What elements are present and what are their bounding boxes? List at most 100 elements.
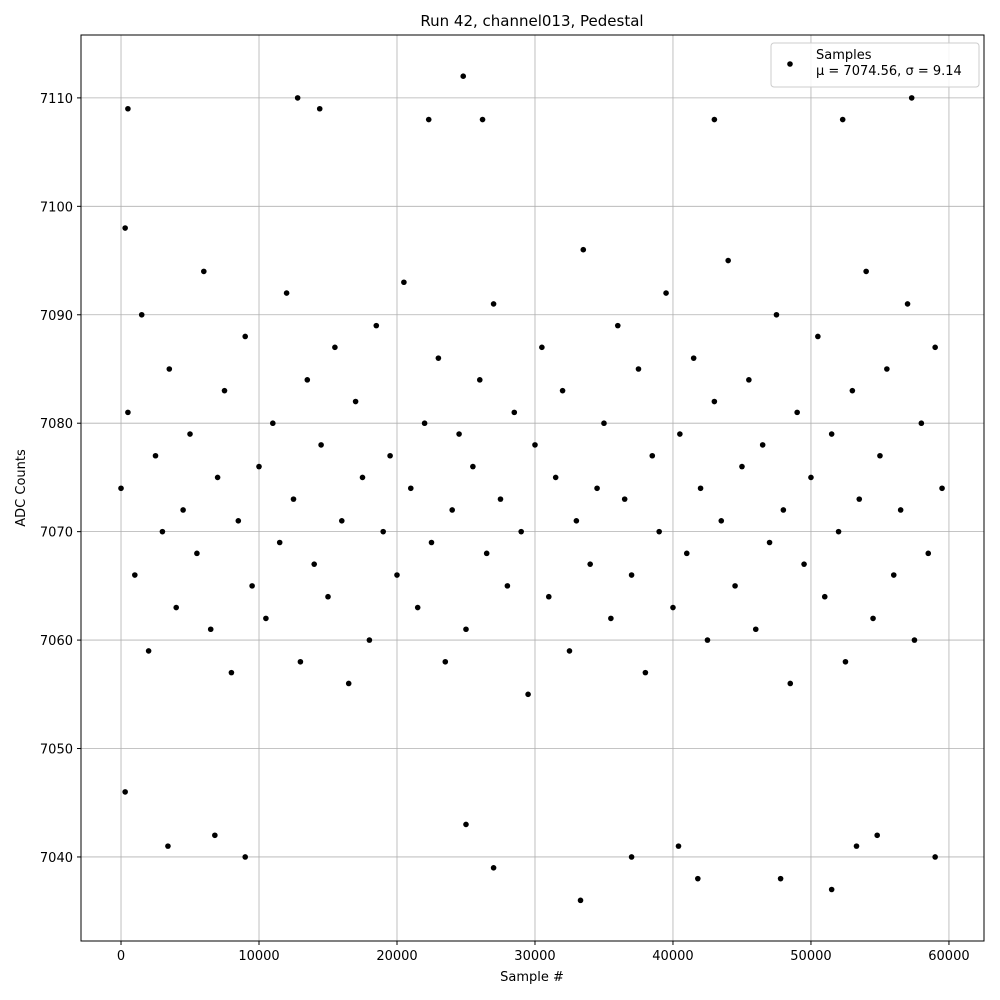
legend-label: Samples <box>816 48 872 63</box>
data-point <box>815 333 821 340</box>
data-point <box>387 452 393 459</box>
data-point <box>428 539 435 546</box>
data-point <box>297 658 304 665</box>
data-point <box>821 593 828 600</box>
data-point <box>366 637 373 643</box>
data-point <box>332 344 338 351</box>
data-point <box>939 485 945 492</box>
data-point <box>670 604 676 611</box>
data-point <box>649 452 656 459</box>
data-point <box>732 583 738 589</box>
data-point <box>675 843 682 849</box>
data-point <box>690 355 697 361</box>
data-point <box>122 789 128 795</box>
data-point <box>407 485 414 492</box>
data-point <box>628 572 635 578</box>
data-point <box>125 409 131 416</box>
data-point <box>235 518 242 524</box>
data-point <box>442 658 449 665</box>
data-point <box>132 572 138 578</box>
data-point <box>283 290 290 296</box>
data-point <box>525 691 531 698</box>
data-point <box>159 528 166 535</box>
data-point <box>276 539 283 546</box>
data-point <box>580 246 587 253</box>
y-axis-label: ADC Counts <box>14 449 29 527</box>
data-point <box>187 431 193 437</box>
data-point <box>683 550 690 557</box>
legend-annotation: μ = 7074.56, σ = 9.14 <box>816 64 962 79</box>
data-point <box>759 442 766 448</box>
data-point <box>138 311 145 318</box>
x-tick-label: 0 <box>117 949 125 964</box>
data-point <box>842 658 849 665</box>
data-point <box>166 366 173 372</box>
data-point <box>656 528 662 535</box>
data-point <box>746 377 752 383</box>
data-point <box>270 420 276 427</box>
data-point <box>863 268 869 275</box>
data-point <box>394 572 400 578</box>
data-point <box>545 593 552 600</box>
data-point <box>359 474 366 481</box>
data-point <box>628 854 635 860</box>
data-point <box>180 507 186 513</box>
data-point <box>325 593 331 600</box>
data-point <box>587 561 593 567</box>
data-point <box>559 387 566 394</box>
data-point <box>194 550 200 557</box>
data-point <box>414 604 421 611</box>
data-point <box>566 648 573 654</box>
x-tick-label: 30000 <box>514 949 555 964</box>
x-tick-label: 10000 <box>238 949 279 964</box>
data-point <box>490 865 497 871</box>
data-point <box>401 279 407 286</box>
data-point <box>777 875 784 882</box>
legend: Samples μ = 7074.56, σ = 9.14 <box>770 42 980 88</box>
data-point <box>352 398 359 405</box>
data-point <box>663 290 669 296</box>
data-point <box>311 561 318 567</box>
x-tick-label: 60000 <box>928 949 969 964</box>
data-point <box>456 431 462 437</box>
data-point <box>304 377 311 383</box>
y-tick-label: 7100 <box>40 200 73 215</box>
legend-marker <box>787 61 793 67</box>
data-point <box>263 615 269 622</box>
x-tick-label: 20000 <box>376 949 417 964</box>
x-tick-label: 50000 <box>790 949 831 964</box>
data-point <box>145 648 152 654</box>
data-point <box>165 843 171 849</box>
data-point <box>677 431 683 437</box>
data-point <box>835 528 842 535</box>
data-point <box>207 626 214 633</box>
data-point <box>228 669 235 676</box>
data-point <box>249 583 255 589</box>
data-point <box>839 116 846 123</box>
data-point <box>828 431 835 437</box>
data-point <box>890 572 897 578</box>
data-point <box>787 680 794 687</box>
data-point <box>539 344 545 351</box>
data-point <box>212 832 218 839</box>
data-point <box>318 442 324 448</box>
data-point <box>338 518 345 524</box>
data-point <box>573 518 580 524</box>
data-point <box>794 409 800 416</box>
data-point <box>242 854 249 860</box>
data-point <box>725 257 731 264</box>
data-point <box>642 669 649 676</box>
data-point <box>449 507 455 513</box>
data-point <box>479 116 486 123</box>
data-point <box>870 615 876 622</box>
data-point <box>853 843 860 849</box>
y-tick-label: 7080 <box>40 417 73 432</box>
data-point <box>425 116 432 123</box>
data-point <box>435 355 442 361</box>
data-point <box>214 474 221 481</box>
data-point <box>918 420 925 427</box>
data-point <box>577 897 584 904</box>
data-point <box>621 496 628 502</box>
chart-title: Run 42, channel013, Pedestal <box>420 12 643 30</box>
data-point <box>380 528 386 535</box>
